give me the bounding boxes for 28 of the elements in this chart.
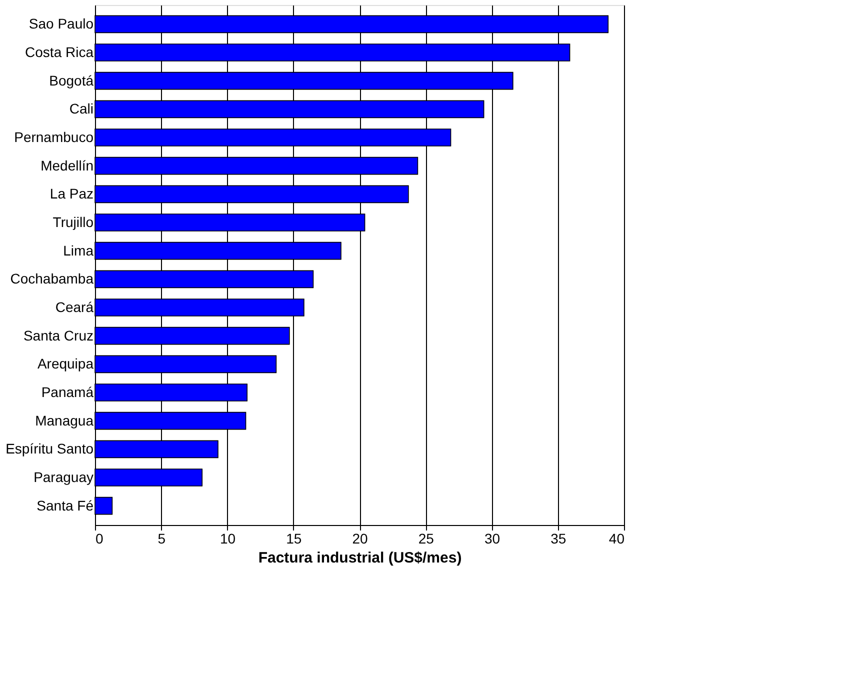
- y-tick-label: Arequipa: [37, 356, 94, 372]
- y-tick-label: Lima: [63, 242, 94, 258]
- x-tick-label: 35: [550, 530, 566, 546]
- y-tick-label: Ceará: [55, 299, 94, 315]
- y-tick-label: Santa Cruz: [23, 327, 94, 344]
- y-tick-label: Costa Rica: [25, 44, 94, 60]
- x-tick-label: 20: [352, 530, 368, 546]
- y-tick-label: Managua: [35, 412, 94, 428]
- x-tick-label: 15: [286, 530, 302, 546]
- x-tick-label: 0: [96, 530, 104, 546]
- y-tick-label: Trujillo: [52, 214, 94, 230]
- y-tick-label: Sao Paulo: [28, 16, 94, 32]
- y-tick-label: Cochabamba: [10, 270, 94, 287]
- y-tick-label: Espíritu Santo: [6, 440, 94, 457]
- y-tick-label: La Paz: [50, 186, 94, 202]
- y-tick-label: Paraguay: [34, 469, 94, 485]
- y-tick-label: Bogotá: [49, 72, 94, 88]
- x-axis-title: Factura industrial (US$/mes): [258, 550, 462, 566]
- y-tick-label: Cali: [69, 100, 94, 117]
- x-tick-label: 10: [220, 530, 236, 546]
- y-tick-label: Medellín: [40, 157, 94, 174]
- y-tick-label: Pernambuco: [14, 129, 94, 145]
- x-tick-label: 5: [158, 530, 166, 546]
- y-tick-label: Panamá: [41, 384, 94, 400]
- x-tick-label: 30: [484, 530, 500, 546]
- y-tick-label: Santa Fé: [36, 497, 94, 514]
- x-tick-label: 25: [418, 530, 434, 546]
- x-tick-label: 40: [608, 530, 625, 546]
